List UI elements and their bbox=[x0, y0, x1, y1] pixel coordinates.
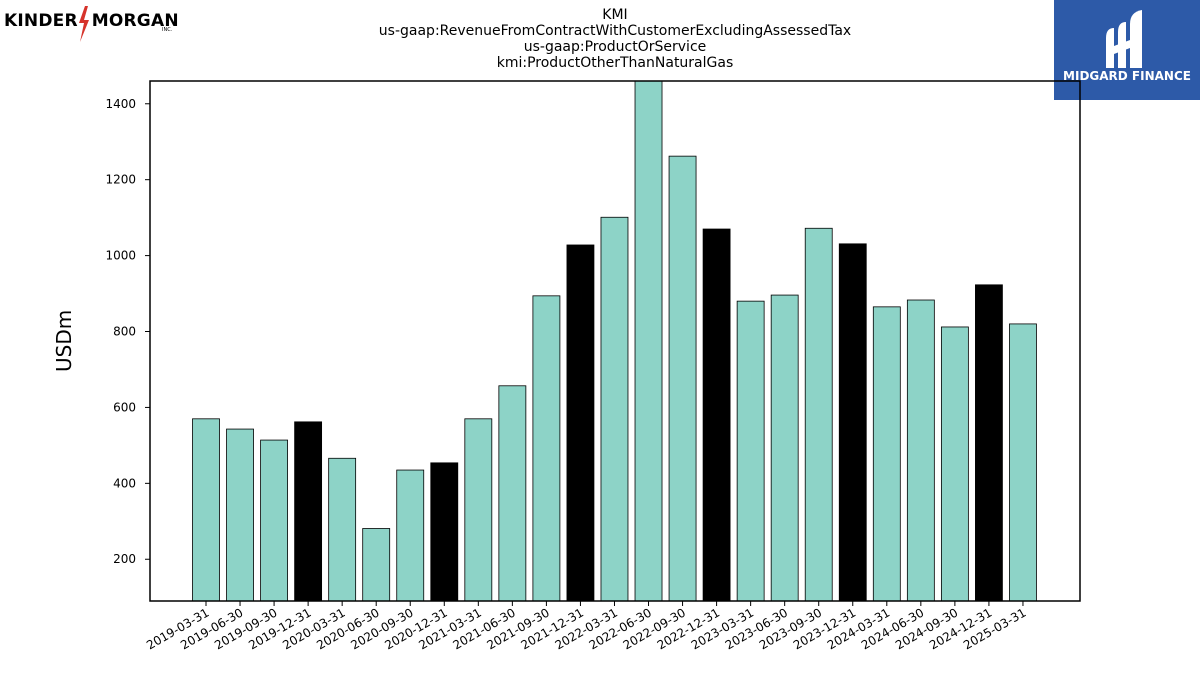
bar-2024-03-31 bbox=[872, 306, 901, 602]
kinder-morgan-inc-label: INC. bbox=[162, 27, 173, 33]
y-tick-label-1000: 1000 bbox=[105, 249, 136, 263]
bar-2020-09-30 bbox=[396, 469, 425, 602]
bar-2019-12-31 bbox=[294, 421, 323, 602]
kinder-morgan-logo-text: KINDER MORGAN bbox=[4, 11, 179, 31]
chart-title: KMI us-gaap:RevenueFromContractWithCusto… bbox=[330, 7, 900, 71]
bar-2023-06-30 bbox=[770, 294, 799, 602]
lightning-bolt-icon bbox=[79, 6, 89, 42]
midgard-finance-logo: MIDGARD FINANCE bbox=[1054, 0, 1200, 100]
bar-2021-09-30 bbox=[532, 295, 561, 602]
plot-frame bbox=[149, 80, 1081, 602]
bar-2022-03-31 bbox=[600, 216, 629, 602]
bar-2019-09-30 bbox=[260, 439, 288, 602]
y-tick-label-200: 200 bbox=[113, 552, 136, 566]
bar-2019-06-30 bbox=[226, 428, 254, 602]
y-tick-label-800: 800 bbox=[113, 325, 136, 339]
bar-2025-03-31 bbox=[1009, 323, 1037, 602]
midgard-finance-logo-text: MIDGARD FINANCE bbox=[1063, 69, 1191, 83]
y-tick-label-1200: 1200 bbox=[105, 173, 136, 187]
bar-2024-06-30 bbox=[906, 299, 935, 602]
bars-layer bbox=[192, 80, 1037, 602]
bar-2020-06-30 bbox=[362, 528, 391, 602]
bar-2021-06-30 bbox=[498, 385, 527, 602]
bar-2023-03-31 bbox=[736, 300, 765, 602]
bar-2024-12-31 bbox=[975, 284, 1003, 602]
chart-title-line-2: us-gaap:RevenueFromContractWithCustomerE… bbox=[378, 23, 852, 39]
bar-2021-12-31 bbox=[566, 244, 595, 602]
bar-2023-09-30 bbox=[804, 227, 833, 602]
bar-2022-12-31 bbox=[702, 228, 731, 602]
bar-2019-03-31 bbox=[192, 418, 220, 602]
y-tick-label-400: 400 bbox=[113, 476, 136, 490]
bar-2022-06-30 bbox=[634, 80, 663, 602]
y-tick-label-1400: 1400 bbox=[105, 97, 136, 111]
chart-title-line-4: kmi:ProductOtherThanNaturalGas bbox=[496, 55, 734, 71]
midgard-mark-icon bbox=[1106, 10, 1142, 68]
chart-title-line-1: KMI bbox=[602, 7, 628, 23]
y-tick-label-600: 600 bbox=[113, 400, 136, 414]
bar-2021-03-31 bbox=[464, 418, 493, 602]
bar-2024-09-30 bbox=[940, 326, 969, 602]
bar-2020-03-31 bbox=[328, 457, 357, 602]
y-axis-label: USDm bbox=[52, 309, 76, 372]
chart-title-line-3: us-gaap:ProductOrService bbox=[523, 39, 707, 55]
bar-2023-12-31 bbox=[838, 243, 867, 602]
bar-2020-12-31 bbox=[430, 462, 459, 602]
kinder-morgan-logo: KINDER MORGAN INC. bbox=[4, 6, 184, 46]
bar-2022-09-30 bbox=[668, 155, 697, 602]
